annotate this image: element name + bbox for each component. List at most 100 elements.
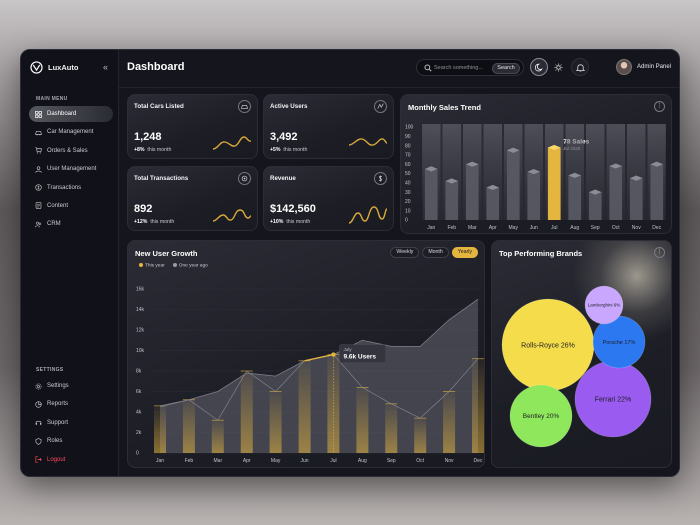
x-tick-label: Jun [530,225,538,231]
y-tick-label: 2k [136,430,142,436]
more-options-icon[interactable]: ⋮ [654,247,665,258]
area-this-year [160,299,478,453]
bubble-label: Rolls-Royce 26% [521,342,575,349]
sidebar-item-user-management[interactable]: User Management [29,161,113,177]
bar [650,164,664,220]
sidebar-item-roles[interactable]: Roles [29,433,113,449]
car-icon[interactable] [238,100,251,113]
x-tick-label: Feb [185,458,194,464]
sidebar-item-settings[interactable]: Settings [29,378,113,394]
stat-value: $142,560 [270,203,316,215]
report-icon [35,401,42,408]
panel-title: New User Growth [135,249,198,258]
toggle-yearly[interactable]: Yearly [451,247,478,258]
bar [486,187,500,220]
bar [424,168,438,220]
sidebar-item-dashboard[interactable]: Dashboard [29,106,113,122]
top-brands-panel: Top Performing Brands ⋮ Rolls-Royce 26% F… [491,240,672,468]
notifications-button[interactable] [571,58,589,76]
y-tick-label: 10k [136,348,145,354]
stat-change: +8% this month [134,147,172,153]
chart-legend: This year One year ago [139,263,208,268]
sidebar-item-label: Car Management [47,129,94,136]
search-button[interactable]: Search [492,62,520,74]
y-tick-label: 16k [136,287,145,293]
x-tick-label: May [509,225,519,231]
period-toggle: Weekly Month Yearly [390,247,478,258]
x-tick-label: Apr [489,225,497,231]
bar [445,180,459,220]
toggle-weekly[interactable]: Weekly [390,247,420,258]
y-tick-label: 6k [136,389,142,395]
moon-icon [534,63,543,71]
sparkline [349,138,387,146]
bubble-label: Bentley 20% [523,413,560,420]
y-tick-label: 14k [136,307,145,313]
bar-cap [609,163,623,169]
bar-one-year-ago [298,360,311,453]
page-title: Dashboard [127,61,185,73]
bar-cap [445,178,459,184]
dark-mode-toggle[interactable] [530,58,548,76]
bar-cap [486,184,500,191]
bar-one-year-ago [443,391,456,453]
x-tick-label: Jan [156,458,164,464]
search-icon [424,64,432,72]
x-tick-label: Sep [591,225,600,231]
y-tick-label: 50 [405,171,411,177]
x-tick-label: Oct [612,225,620,231]
support-icon [35,421,42,426]
bar-one-year-ago [356,387,369,453]
sidebar-item-transactions[interactable]: Transactions [29,180,113,196]
document-icon [35,202,42,210]
stat-value: 3,492 [270,131,298,143]
bar-cap [506,147,520,153]
logo[interactable]: LuxAuto [30,61,78,74]
activity-icon[interactable] [374,100,387,113]
bar-one-year-ago [211,420,224,453]
bar [568,175,582,220]
x-tick-label: Aug [570,225,579,231]
collapse-sidebar-icon[interactable]: « [103,62,109,72]
x-tick-label: Oct [416,458,424,464]
y-tick-label: 70 [405,153,411,159]
target-icon[interactable] [238,172,251,185]
sparkline [213,136,251,150]
bar-one-year-ago [472,358,484,453]
sidebar-item-orders-sales[interactable]: Orders & Sales [29,143,113,159]
stat-title: Total Cars Listed [134,103,184,110]
search-input[interactable] [434,63,486,73]
legend-one-year-ago: One year ago [172,263,208,268]
logout-button[interactable]: Logout [29,452,113,468]
sidebar-item-car-management[interactable]: Car Management [29,124,113,140]
app-window: LuxAuto « MAIN MENU Dashboard Car Manage… [20,49,680,477]
dollar-icon[interactable] [374,172,387,185]
sidebar-item-crm[interactable]: CRM [29,216,113,232]
settings-label: SETTINGS [36,367,64,373]
bell-icon [575,63,585,72]
stat-title: Total Transactions [134,175,189,182]
user-growth-panel: New User Growth Weekly Month Yearly This… [127,240,485,468]
bar [588,192,602,220]
sidebar-item-reports[interactable]: Reports [29,396,113,412]
bar-one-year-ago [269,391,282,453]
panel-title: Top Performing Brands [499,249,583,258]
more-options-icon[interactable]: ⋮ [654,101,665,112]
app-name: LuxAuto [48,63,79,72]
bar [465,164,479,220]
bubble-label: Lamborghini 6% [588,303,621,308]
sidebar-item-content[interactable]: Content [29,198,113,214]
logo-icon [30,61,43,74]
light-mode-toggle[interactable] [549,58,567,76]
x-tick-label: May [271,458,281,464]
user-name[interactable]: Admin Panel [637,64,672,70]
x-tick-label: Apr [243,458,251,464]
toggle-month[interactable]: Month [422,247,449,258]
user-icon [35,166,42,173]
avatar[interactable] [616,59,632,75]
bar-cap [629,175,643,181]
x-tick-label: Jul [551,225,557,231]
sidebar: LuxAuto « MAIN MENU Dashboard Car Manage… [21,50,119,476]
sidebar-item-support[interactable]: Support [29,415,113,431]
car-icon [35,131,42,136]
